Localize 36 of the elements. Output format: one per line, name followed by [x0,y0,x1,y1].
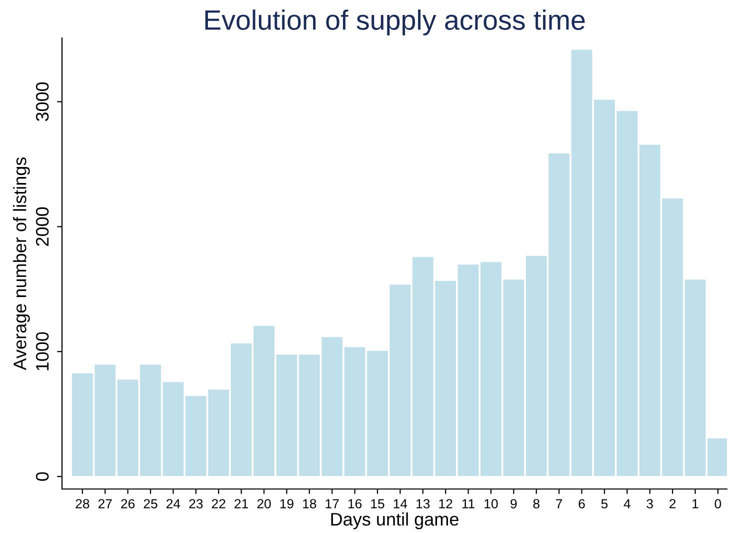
x-tick-label: 20 [257,499,271,508]
x-tick-label: 1 [692,499,698,508]
x-tick-label: 24 [166,499,180,508]
x-tick-label: 16 [348,499,362,508]
chart-title: Evolution of supply across time [205,10,585,36]
x-tick-label: 28 [76,499,90,508]
y-tick-label: 2000 [36,207,49,246]
x-tick-label: 3 [646,499,653,508]
x-tick-label: 25 [144,499,158,508]
x-tick-label: 26 [121,499,135,508]
x-tick-label: 2 [670,499,676,508]
x-tick-label: 11 [462,499,474,508]
x-tick-label: 12 [439,499,452,508]
x-tick-label: 22 [212,499,226,508]
x-tick-label: 4 [624,499,630,508]
x-axis-title: Days until game [331,512,458,530]
x-tick-label: 15 [371,499,384,508]
x-tick-label: 18 [303,499,316,508]
x-tick-label: 5 [601,499,608,508]
x-tick-label: 10 [484,499,498,508]
y-tick-label: 0 [36,472,49,481]
x-tick-label: 6 [578,499,585,508]
x-tick-label: 7 [556,499,562,508]
x-tick-label: 17 [326,499,339,508]
x-tick-label: 13 [416,499,430,508]
x-tick-label: 27 [98,499,112,508]
x-tick-label: 9 [510,499,517,508]
x-tick-label: 8 [533,499,540,508]
y-axis-title: Average number of listings [13,157,30,370]
x-tick-label: 23 [189,499,203,508]
y-tick-label: 1000 [36,332,49,370]
x-tick-label: 19 [280,499,294,508]
y-tick-label: 3000 [36,82,49,122]
x-tick-label: 14 [394,499,408,508]
x-tick-label: 0 [714,499,722,508]
x-tick-label: 21 [234,499,248,508]
